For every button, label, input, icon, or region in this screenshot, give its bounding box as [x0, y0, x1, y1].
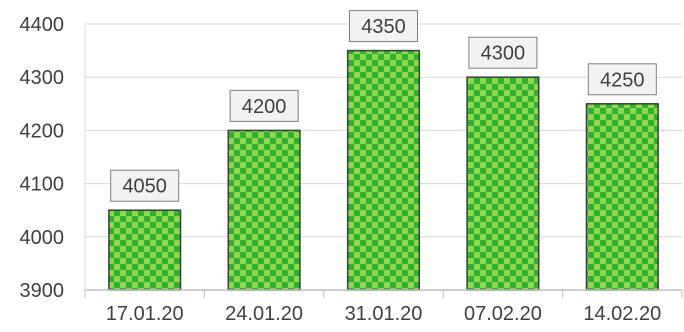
x-tick-label: 17.01.20	[106, 303, 184, 325]
bars	[108, 49, 659, 291]
y-tick-label: 4100	[20, 174, 65, 196]
data-label: 4050	[122, 176, 167, 198]
data-label-box	[468, 36, 538, 69]
y-tick-label: 4400	[20, 14, 65, 36]
data-label-box	[349, 10, 418, 43]
x-tick-label: 07.02.20	[464, 303, 542, 325]
data-label-box	[587, 63, 657, 96]
data-label: 4350	[361, 16, 406, 38]
bar	[227, 129, 301, 291]
data-label-box	[229, 89, 299, 122]
x-tick-label: 31.01.20	[345, 303, 423, 325]
bar	[108, 209, 182, 291]
y-tick-label: 3900	[20, 280, 65, 302]
bar	[346, 49, 421, 291]
data-label: 4250	[600, 69, 645, 91]
bar	[466, 76, 540, 291]
x-tick-label: 24.01.20	[225, 303, 303, 325]
data-label: 4200	[242, 96, 287, 118]
y-tick-label: 4300	[20, 67, 65, 89]
bar	[585, 103, 659, 291]
x-tick-label: 14.02.20	[583, 303, 661, 325]
data-labels: 4050 4200 4350 4300 4250	[110, 10, 657, 202]
axes: 3900 4000 4100 4200 4300 4400 17.01.20 24.01.20…	[20, 14, 683, 325]
y-tick-label: 4000	[20, 227, 65, 249]
y-tick-label: 4200	[20, 120, 65, 142]
data-label: 4300	[481, 43, 526, 65]
data-label-box	[110, 169, 180, 202]
